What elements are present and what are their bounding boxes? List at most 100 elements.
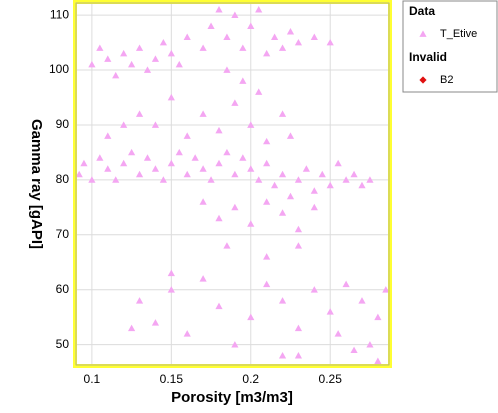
point bbox=[159, 38, 167, 46]
point bbox=[310, 203, 318, 211]
point bbox=[183, 170, 191, 178]
point bbox=[278, 44, 287, 51]
legend-marker bbox=[419, 30, 427, 37]
x-tick-label: 0.2 bbox=[242, 372, 259, 386]
legend bbox=[402, 0, 498, 93]
point bbox=[120, 121, 128, 128]
point bbox=[223, 66, 231, 73]
point bbox=[358, 181, 366, 189]
x-tick-label: 0.1 bbox=[84, 372, 101, 386]
point bbox=[215, 302, 223, 310]
point bbox=[334, 159, 342, 167]
legend-label: T_Etive bbox=[440, 28, 477, 40]
point bbox=[350, 170, 358, 178]
point bbox=[294, 352, 303, 359]
point bbox=[120, 49, 128, 57]
x-tick-label: 0.15 bbox=[160, 372, 184, 386]
point bbox=[350, 346, 358, 354]
point bbox=[167, 49, 175, 57]
point bbox=[151, 121, 160, 128]
point bbox=[112, 71, 120, 79]
point bbox=[278, 297, 287, 304]
point bbox=[199, 44, 207, 51]
legend-label: B2 bbox=[440, 74, 453, 86]
point bbox=[143, 154, 152, 161]
legend-group: Data bbox=[409, 4, 435, 18]
point bbox=[207, 176, 215, 183]
point bbox=[183, 33, 191, 40]
point bbox=[239, 77, 247, 84]
point bbox=[239, 44, 247, 51]
point bbox=[358, 297, 366, 304]
y-tick-label: 70 bbox=[56, 227, 70, 241]
point bbox=[294, 242, 303, 249]
point bbox=[199, 198, 207, 205]
point bbox=[135, 170, 144, 178]
point bbox=[128, 60, 136, 68]
point bbox=[247, 313, 255, 321]
point bbox=[183, 330, 191, 337]
point bbox=[191, 154, 199, 161]
point bbox=[104, 165, 112, 172]
y-tick-label: 50 bbox=[56, 337, 70, 351]
point bbox=[263, 253, 271, 260]
point bbox=[128, 324, 136, 332]
point bbox=[96, 44, 104, 51]
point bbox=[286, 132, 295, 139]
plot-border bbox=[73, 0, 392, 368]
point bbox=[382, 286, 390, 293]
point bbox=[128, 148, 136, 156]
point bbox=[223, 148, 231, 156]
point bbox=[167, 269, 175, 277]
y-tick-label: 110 bbox=[50, 7, 69, 21]
point bbox=[175, 148, 183, 156]
point bbox=[151, 319, 160, 326]
point bbox=[271, 181, 279, 189]
point bbox=[167, 93, 175, 101]
point bbox=[199, 110, 207, 117]
point bbox=[318, 170, 326, 178]
point bbox=[247, 220, 255, 227]
point bbox=[278, 209, 287, 216]
point bbox=[239, 154, 247, 161]
point bbox=[255, 5, 263, 13]
point bbox=[96, 154, 104, 161]
point bbox=[366, 341, 374, 348]
point bbox=[231, 341, 239, 348]
x-axis-title: Porosity [m3/m3] bbox=[171, 389, 293, 406]
point bbox=[294, 225, 303, 233]
point bbox=[175, 60, 183, 68]
point bbox=[326, 38, 334, 46]
legend-marker bbox=[419, 76, 427, 84]
point bbox=[342, 176, 350, 183]
y-axis-title: Gamma ray [gAPI] bbox=[28, 119, 45, 249]
point bbox=[207, 22, 215, 29]
point bbox=[135, 110, 144, 117]
point bbox=[326, 181, 334, 189]
point bbox=[263, 198, 271, 205]
point bbox=[278, 110, 287, 117]
point bbox=[151, 55, 160, 62]
point bbox=[104, 132, 112, 139]
legend-group: Invalid bbox=[409, 50, 447, 64]
point bbox=[374, 313, 382, 321]
point bbox=[263, 159, 271, 167]
point bbox=[286, 27, 295, 35]
point bbox=[263, 49, 271, 57]
point bbox=[167, 286, 175, 293]
point bbox=[231, 170, 239, 178]
point bbox=[302, 165, 310, 172]
point bbox=[247, 121, 255, 128]
point bbox=[151, 165, 160, 172]
point bbox=[112, 176, 120, 183]
point bbox=[159, 176, 167, 183]
point bbox=[80, 159, 88, 167]
point bbox=[263, 280, 271, 288]
point bbox=[135, 44, 144, 51]
point bbox=[215, 5, 223, 13]
point bbox=[199, 275, 207, 282]
point bbox=[215, 159, 223, 167]
point bbox=[247, 22, 255, 29]
point bbox=[278, 352, 287, 359]
